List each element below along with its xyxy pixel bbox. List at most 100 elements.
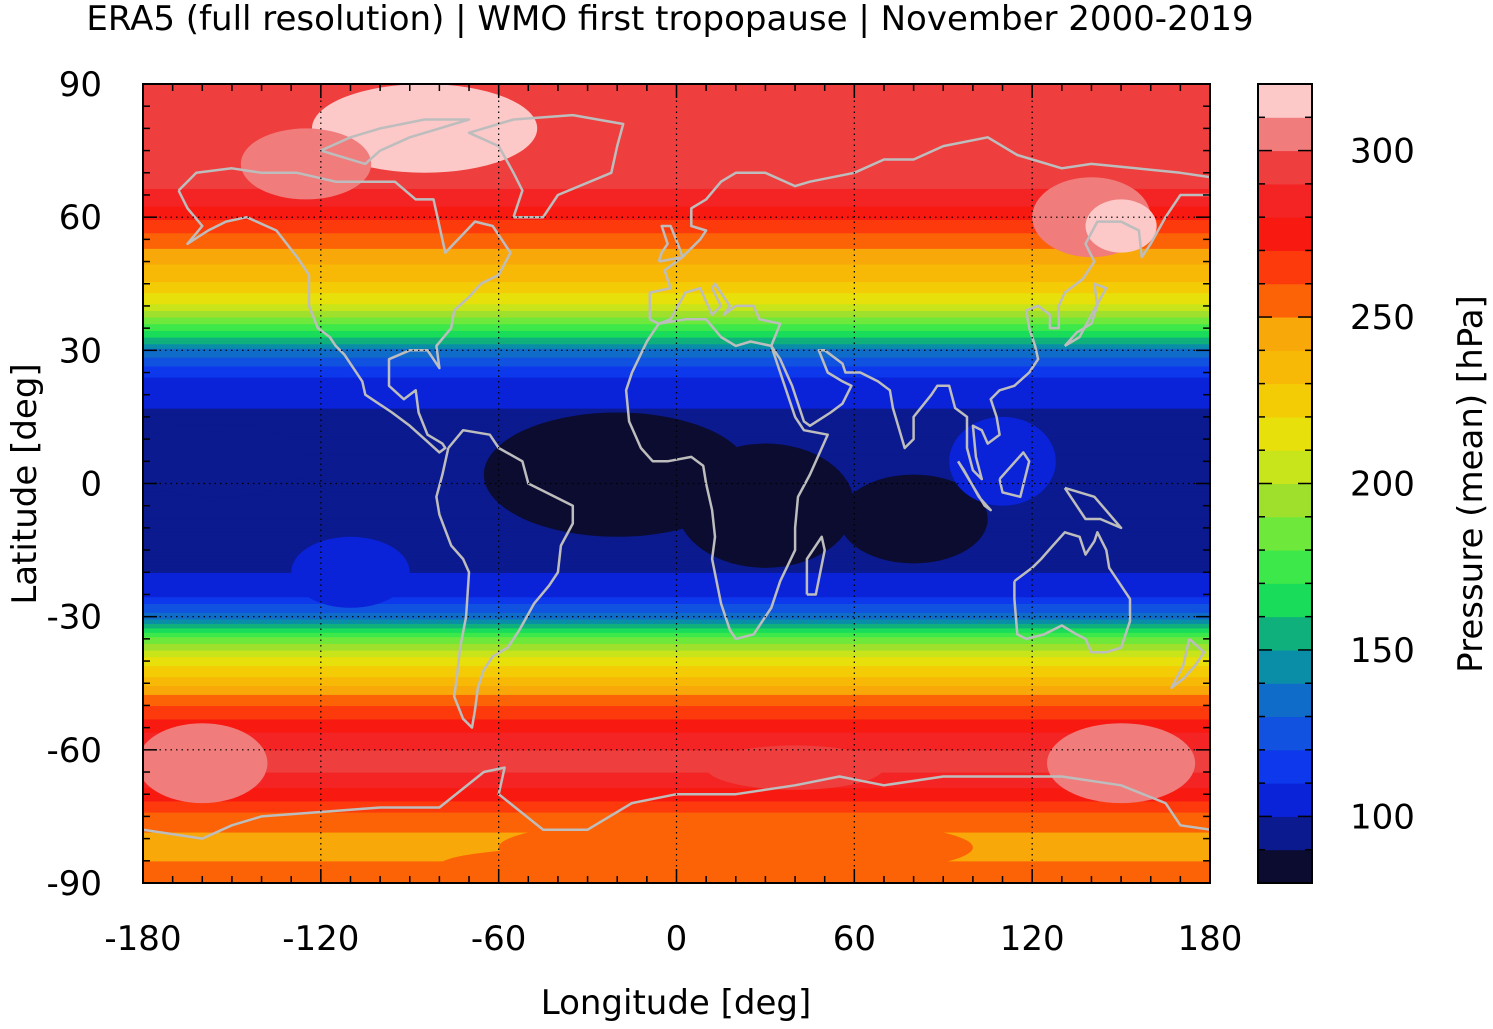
- colorbar-tick-label: 100: [1350, 797, 1415, 837]
- pressure-band: [143, 718, 1210, 722]
- pressure-band: [143, 130, 1210, 134]
- pressure-band: [143, 157, 1210, 161]
- coastline: [1063, 282, 1108, 347]
- colorbar-segment: [1258, 250, 1312, 285]
- pressure-band: [143, 692, 1210, 695]
- colorbar-segment: [1258, 583, 1312, 618]
- grid-lines: [143, 84, 1210, 883]
- pressure-band: [143, 574, 1210, 578]
- pressure-band: [143, 780, 1210, 784]
- pressure-band: [143, 745, 1210, 749]
- colorbar-segment: [1258, 783, 1312, 817]
- pressure-band: [143, 663, 1210, 667]
- pressure-band: [143, 665, 1210, 669]
- pressure-band: [143, 123, 1210, 127]
- pressure-band: [143, 163, 1210, 167]
- pressure-band: [143, 541, 1210, 545]
- pressure-feature: [143, 425, 306, 497]
- pressure-band: [143, 585, 1210, 589]
- pressure-band: [143, 390, 1210, 394]
- pressure-band: [143, 343, 1210, 347]
- pressure-band: [143, 740, 1210, 744]
- pressure-band: [143, 658, 1210, 662]
- y-tick-label: -30: [46, 598, 102, 638]
- pressure-band: [143, 394, 1210, 398]
- pressure-band: [143, 598, 1210, 602]
- pressure-band: [143, 197, 1210, 201]
- pressure-band: [143, 800, 1210, 804]
- pressure-band: [143, 621, 1210, 624]
- pressure-band: [143, 738, 1210, 742]
- pressure-band: [143, 126, 1210, 129]
- pressure-band: [143, 678, 1210, 682]
- pressure-band: [143, 763, 1210, 766]
- pressure-band: [143, 277, 1210, 280]
- pressure-band: [143, 148, 1210, 152]
- coastline: [649, 193, 1210, 481]
- pressure-band: [143, 596, 1210, 600]
- pressure-band: [143, 674, 1210, 678]
- pressure-band: [143, 701, 1210, 704]
- pressure-band: [143, 201, 1210, 205]
- coastline: [648, 136, 1210, 320]
- pressure-band: [143, 288, 1210, 292]
- pressure-band: [143, 712, 1210, 715]
- pressure-band: [143, 727, 1210, 731]
- colorbar-segment: [1258, 483, 1312, 518]
- colorbar-tick-label: 300: [1350, 132, 1415, 172]
- pressure-band: [143, 636, 1210, 640]
- y-tick-label: -60: [46, 731, 102, 771]
- pressure-band: [143, 368, 1210, 371]
- coastline: [435, 428, 575, 729]
- pressure-band: [143, 538, 1210, 542]
- colorbar-segment: [1258, 117, 1312, 152]
- pressure-band: [143, 807, 1210, 811]
- pressure-band: [143, 230, 1210, 234]
- pressure-band: [143, 783, 1210, 786]
- pressure-band: [143, 141, 1210, 145]
- pressure-band: [143, 208, 1210, 212]
- pressure-band: [143, 794, 1210, 798]
- x-tick-label: 120: [1000, 919, 1065, 959]
- x-tick-label: -60: [471, 919, 527, 959]
- pressure-band: [143, 752, 1210, 755]
- pressure-band: [143, 654, 1210, 658]
- pressure-band: [143, 592, 1210, 596]
- pressure-band: [143, 669, 1210, 673]
- colorbar-segment: [1258, 183, 1312, 218]
- x-tick-label: -180: [104, 919, 181, 959]
- y-tick-label: -90: [46, 864, 102, 904]
- coastline: [805, 535, 826, 596]
- x-tick-label: 180: [1178, 919, 1243, 959]
- pressure-band: [143, 252, 1210, 256]
- pressure-band: [143, 656, 1210, 660]
- pressure-band: [143, 703, 1210, 707]
- coastline: [1013, 531, 1132, 654]
- pressure-band: [143, 246, 1210, 249]
- axis-ticks: [142, 83, 1211, 884]
- pressure-band: [143, 652, 1210, 655]
- pressure-band: [143, 383, 1210, 387]
- colorbar-segment: [1258, 383, 1312, 418]
- colorbar-segment: [1258, 816, 1312, 851]
- pressure-band: [143, 190, 1210, 194]
- pressure-band: [143, 279, 1210, 283]
- coastline: [1170, 637, 1206, 689]
- pressure-band: [143, 108, 1210, 112]
- coastline: [1063, 486, 1123, 530]
- pressure-band: [143, 612, 1210, 616]
- pressure-band: [143, 234, 1210, 238]
- pressure-band: [143, 174, 1210, 178]
- pressure-band: [143, 550, 1210, 553]
- colorbar-segment: [1258, 716, 1312, 751]
- y-axis-label: Latitude [deg]: [5, 363, 45, 604]
- y-tick-label: 60: [59, 198, 102, 238]
- pressure-band: [143, 146, 1210, 149]
- colorbar-segment: [1258, 849, 1312, 884]
- pressure-band: [143, 565, 1210, 569]
- pressure-band: [143, 610, 1210, 613]
- pressure-band: [143, 785, 1210, 789]
- pressure-band: [143, 758, 1210, 762]
- pressure-band: [143, 403, 1210, 407]
- pressure-band: [143, 581, 1210, 584]
